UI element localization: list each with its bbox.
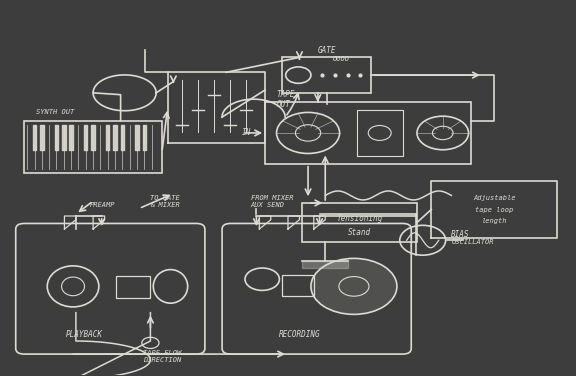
Text: OSCILLATOR: OSCILLATOR — [452, 239, 494, 245]
Text: length: length — [482, 218, 507, 224]
Text: Adjustable: Adjustable — [473, 195, 516, 201]
Text: IN: IN — [241, 129, 251, 138]
Text: SYNTH OUT: SYNTH OUT — [36, 109, 74, 115]
Text: PLAYBACK: PLAYBACK — [66, 330, 103, 339]
Text: GATE: GATE — [317, 46, 336, 55]
Text: OUT: OUT — [276, 100, 290, 109]
Text: TAPE FLOW
DIRECTION: TAPE FLOW DIRECTION — [143, 350, 181, 363]
Text: Stand: Stand — [348, 228, 371, 237]
Text: TO GATE
& MIXER: TO GATE & MIXER — [150, 194, 180, 208]
Circle shape — [311, 258, 397, 314]
Text: tape loop: tape loop — [475, 206, 513, 212]
Text: RECORDING: RECORDING — [279, 330, 320, 339]
Text: FROM MIXER
AUX SEND: FROM MIXER AUX SEND — [251, 194, 293, 208]
Text: OOOO: OOOO — [332, 56, 350, 62]
Text: Tensioning: Tensioning — [336, 214, 383, 223]
Text: TAPE: TAPE — [276, 90, 295, 99]
Text: BIAS: BIAS — [452, 230, 470, 239]
Text: PREAMP: PREAMP — [90, 202, 116, 208]
